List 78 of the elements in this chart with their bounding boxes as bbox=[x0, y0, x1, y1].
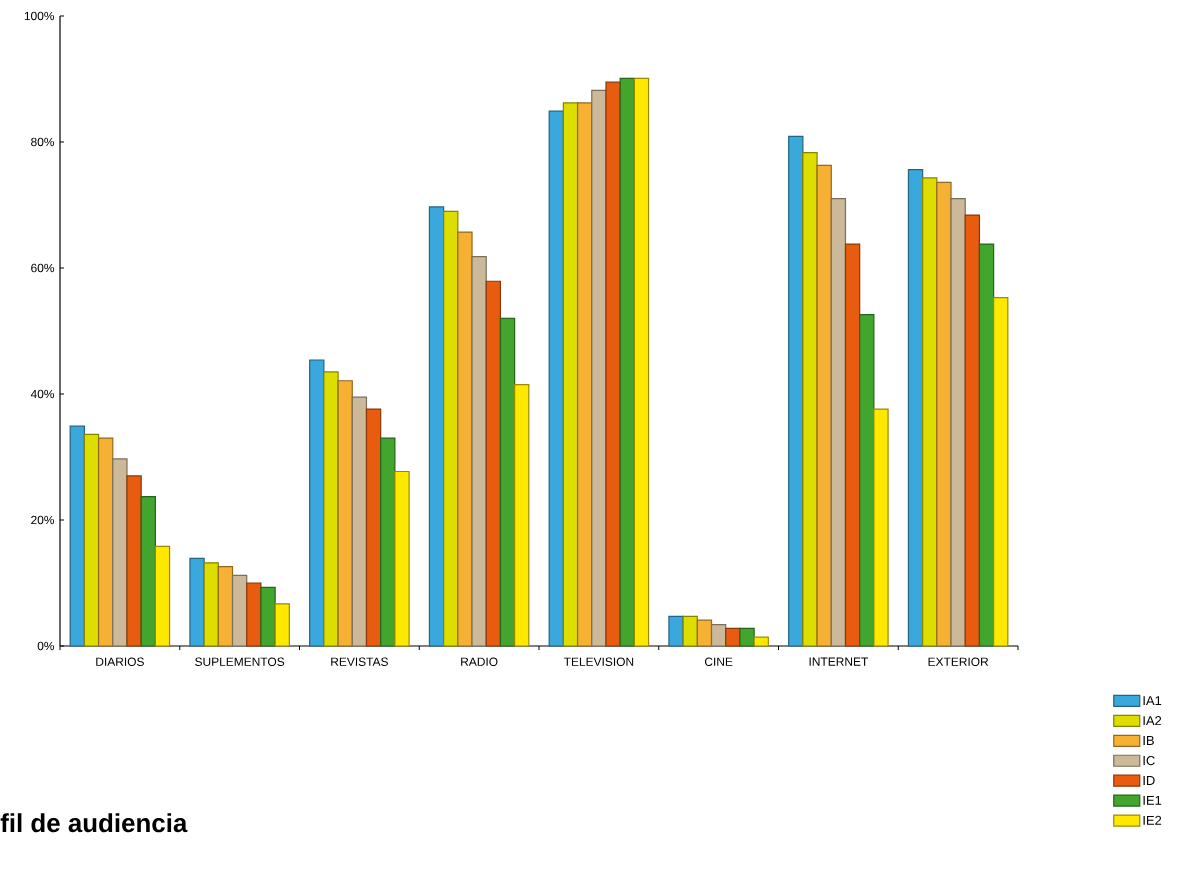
x-tick-label: INTERNET bbox=[809, 657, 868, 666]
bar bbox=[457, 231, 473, 647]
bar bbox=[993, 297, 1009, 647]
bar bbox=[859, 314, 875, 647]
bar bbox=[126, 475, 142, 647]
legend-label: IB bbox=[1143, 736, 1154, 745]
bar bbox=[443, 210, 459, 647]
bar bbox=[922, 177, 938, 647]
bar bbox=[380, 437, 396, 647]
x-tick-label: RADIO bbox=[461, 657, 498, 666]
bar bbox=[323, 371, 339, 647]
bar bbox=[471, 256, 487, 647]
bar bbox=[978, 243, 995, 647]
bar bbox=[753, 636, 769, 647]
bar bbox=[696, 619, 713, 647]
bar bbox=[788, 135, 804, 647]
bar bbox=[112, 458, 128, 647]
bar bbox=[682, 615, 698, 647]
bar bbox=[816, 164, 832, 647]
bar bbox=[274, 603, 290, 647]
y-tick-label: 60% bbox=[31, 263, 55, 273]
y-tick-label: 20% bbox=[31, 515, 55, 525]
bar bbox=[154, 545, 171, 647]
bar bbox=[739, 627, 755, 647]
bar bbox=[485, 280, 502, 647]
bar bbox=[844, 243, 861, 647]
x-tick-label: EXTERIOR bbox=[928, 657, 989, 666]
y-tick-label: 40% bbox=[30, 389, 55, 399]
bar bbox=[394, 470, 410, 647]
bar bbox=[964, 214, 981, 647]
x-tick-label: SUPLEMENTOS bbox=[195, 657, 285, 666]
bar bbox=[217, 566, 234, 647]
y-tick-label: 100% bbox=[24, 11, 55, 21]
legend-label: IC bbox=[1143, 755, 1155, 766]
bar bbox=[499, 317, 516, 647]
bar bbox=[633, 77, 650, 647]
x-tick-label: DIARIOS bbox=[96, 657, 144, 666]
bar bbox=[562, 102, 579, 647]
bar bbox=[936, 181, 952, 647]
bar bbox=[725, 627, 741, 647]
bar bbox=[189, 557, 205, 647]
bar bbox=[514, 383, 530, 647]
bar bbox=[619, 77, 635, 647]
bar bbox=[140, 496, 156, 647]
bar bbox=[97, 437, 114, 647]
legend-label: IA1 bbox=[1143, 696, 1162, 706]
bar bbox=[591, 89, 607, 647]
bar bbox=[231, 574, 248, 647]
y-tick-label: 0% bbox=[37, 641, 55, 651]
x-tick-label: TELEVISION bbox=[563, 657, 634, 666]
legend-label: IA2 bbox=[1143, 716, 1162, 726]
bar bbox=[576, 102, 593, 647]
bar bbox=[337, 380, 353, 647]
bar bbox=[260, 586, 276, 647]
bar bbox=[907, 169, 924, 647]
y-tick-label: 80% bbox=[31, 137, 55, 147]
bar bbox=[351, 396, 368, 647]
legend-label: IE2 bbox=[1143, 815, 1162, 825]
bar bbox=[668, 615, 684, 647]
text: fil de audiencia bbox=[0, 813, 188, 833]
bar bbox=[605, 81, 621, 647]
bar bbox=[83, 433, 100, 647]
bar bbox=[548, 110, 564, 647]
bar bbox=[830, 198, 847, 647]
bar bbox=[428, 206, 445, 647]
legend-label: IE1 bbox=[1143, 795, 1162, 805]
x-tick-label: REVISTAS bbox=[331, 657, 388, 666]
bar bbox=[710, 623, 727, 647]
bar bbox=[873, 408, 889, 647]
bar bbox=[365, 408, 382, 647]
bar bbox=[203, 562, 219, 647]
bar bbox=[309, 359, 325, 647]
bar bbox=[246, 582, 262, 647]
bar bbox=[802, 152, 818, 647]
x-tick-label: CINE bbox=[704, 657, 733, 666]
bar bbox=[950, 198, 966, 647]
bar bbox=[69, 425, 85, 647]
legend-label: ID bbox=[1143, 776, 1155, 785]
